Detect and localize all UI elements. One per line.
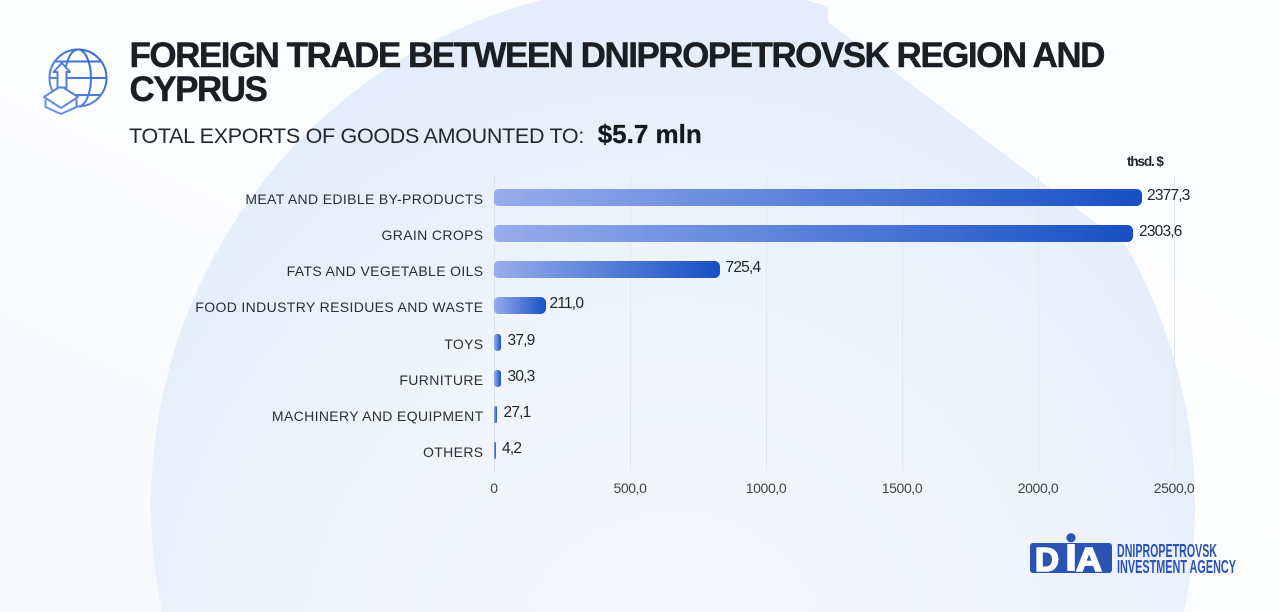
svg-text:INVESTMENT AGENCY: INVESTMENT AGENCY — [1117, 557, 1236, 577]
svg-text:A: A — [1076, 541, 1102, 577]
svg-text:D: D — [1035, 541, 1059, 577]
svg-text:DNIPROPETROVSK: DNIPROPETROVSK — [1117, 541, 1217, 561]
